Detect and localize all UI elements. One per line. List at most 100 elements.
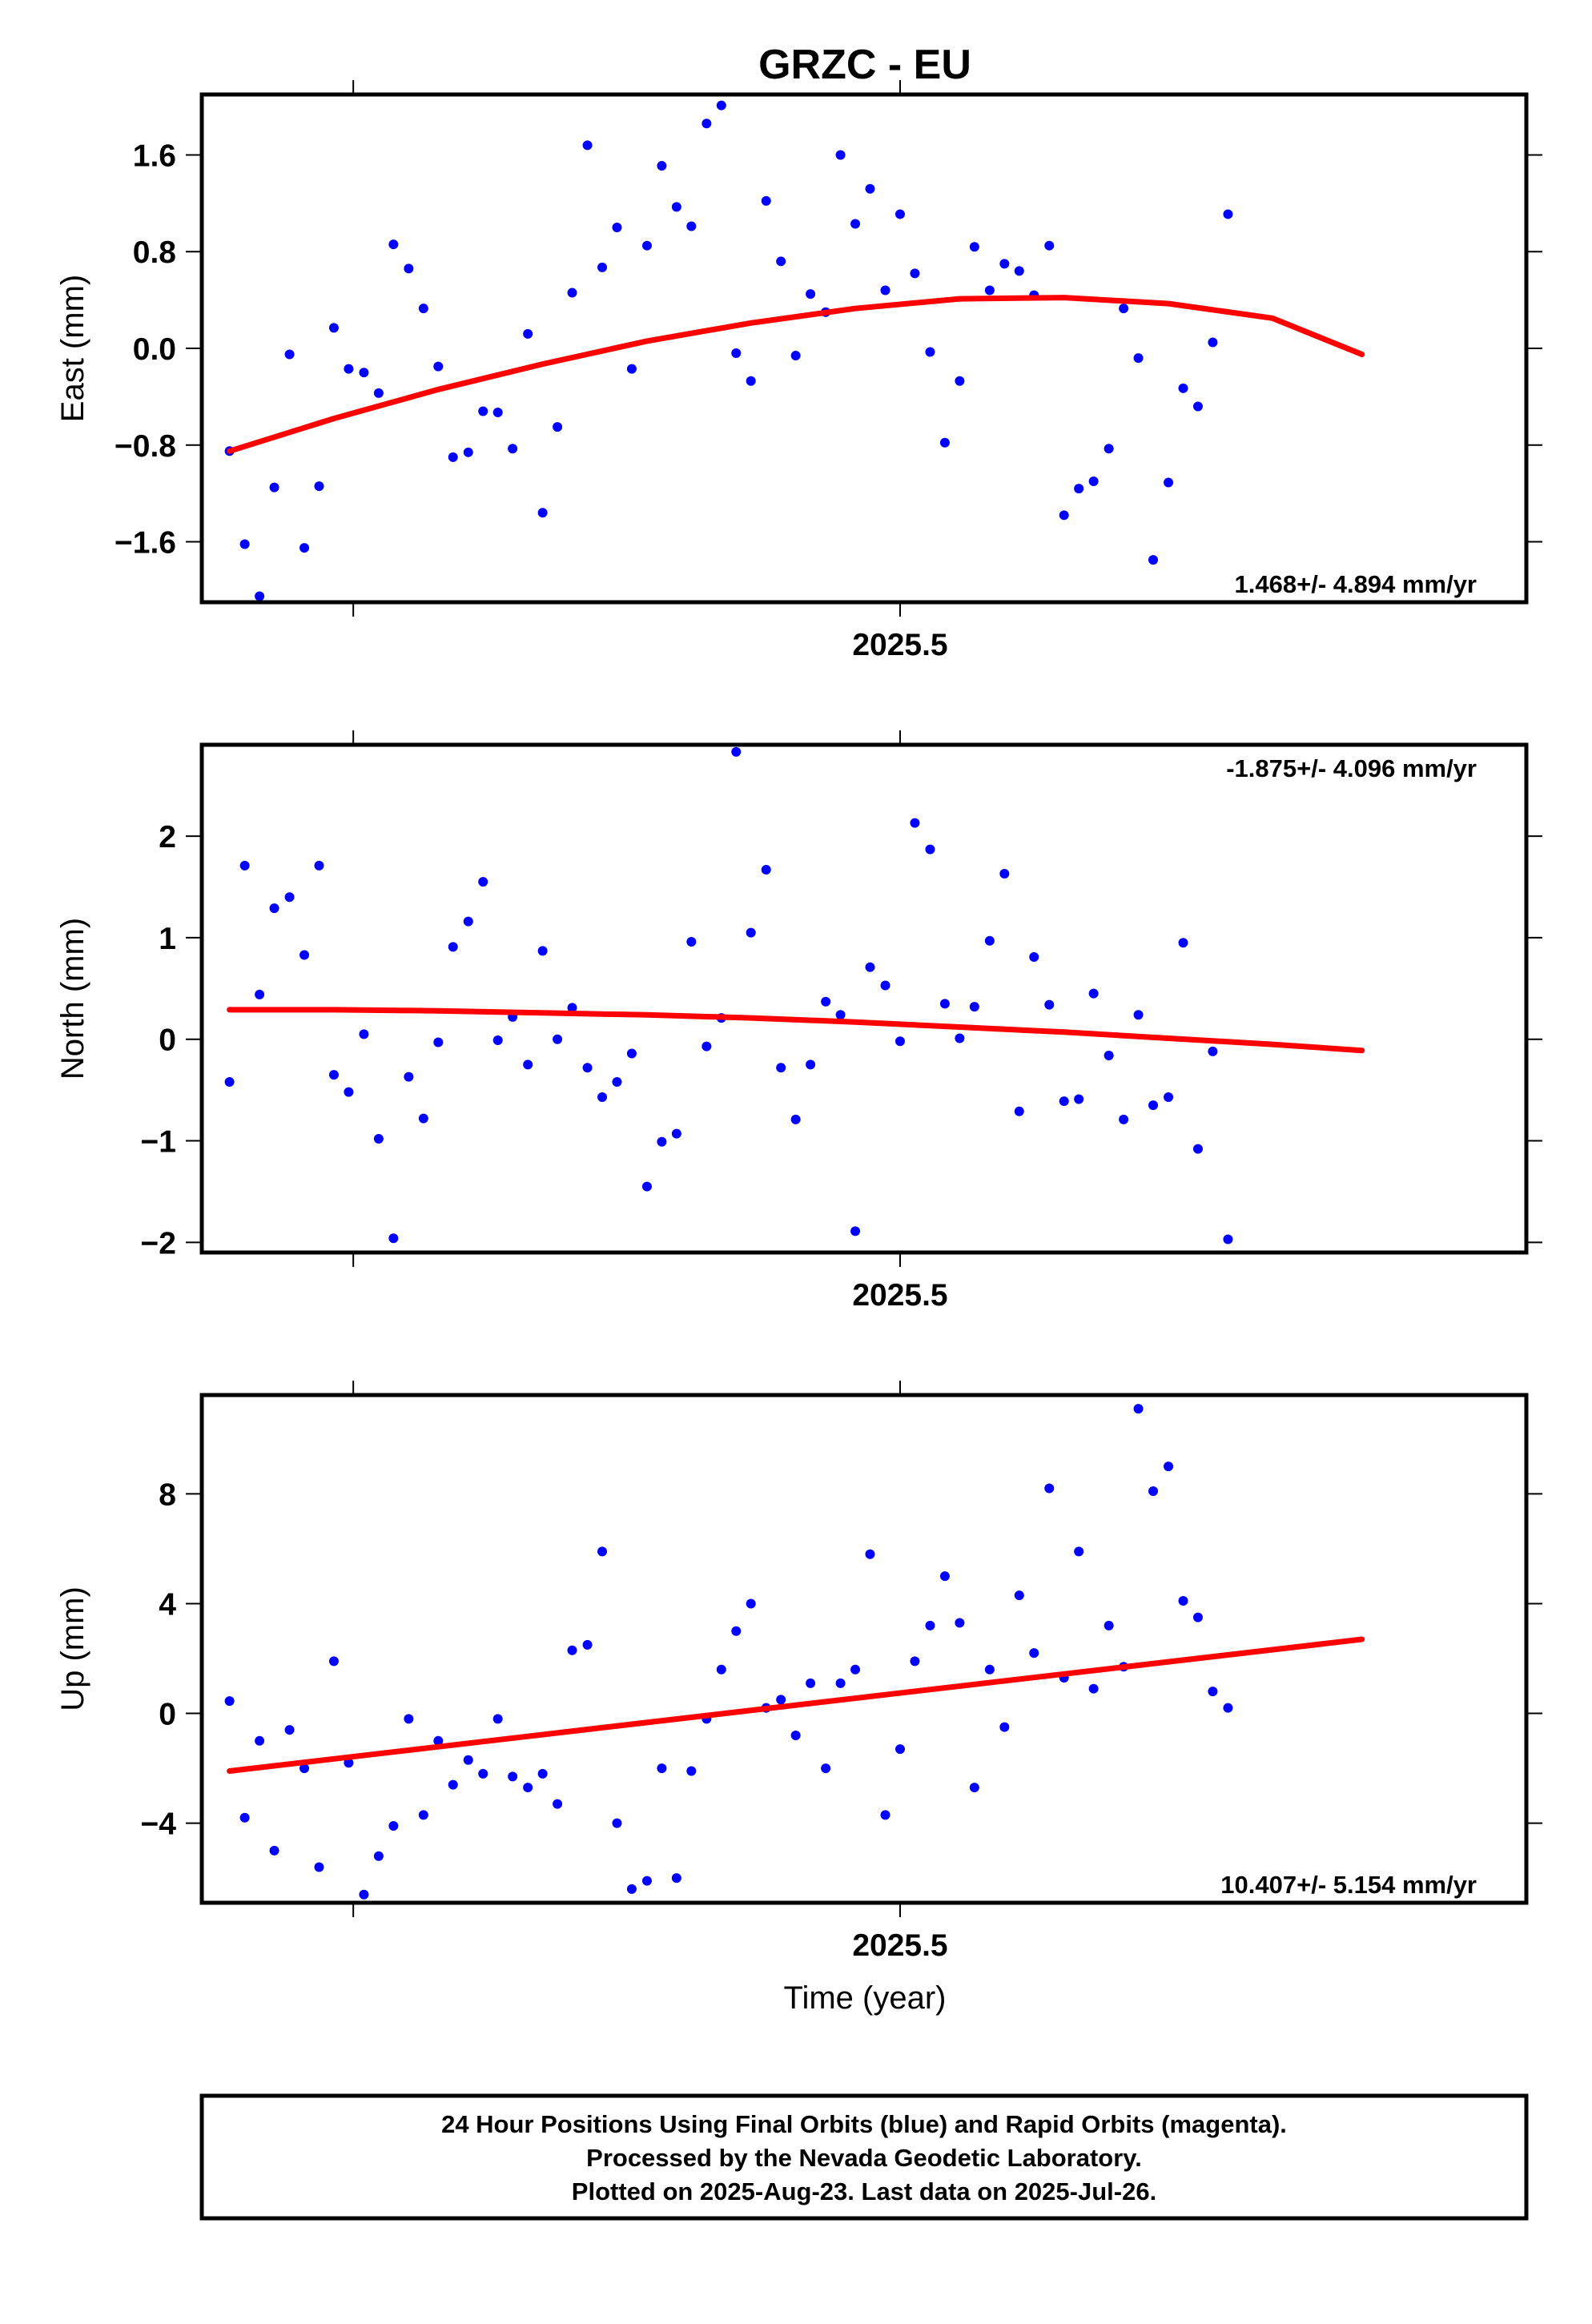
up-data-point [269, 1845, 279, 1856]
north-data-point [999, 869, 1010, 879]
up-data-point [1192, 1612, 1203, 1622]
north-plot-frame [199, 742, 1529, 1255]
up-data-point [1208, 1687, 1218, 1697]
north-data-point [328, 1070, 339, 1080]
up-data-point [850, 1664, 861, 1675]
up-data-point [880, 1810, 890, 1820]
up-data-point [433, 1735, 444, 1746]
north-data-point [761, 864, 771, 875]
north-y-axis-label: North (mm) [55, 918, 90, 1080]
north-data-point [939, 999, 950, 1009]
east-data-point [300, 543, 310, 553]
east-data-point [1059, 510, 1069, 521]
up-data-point [626, 1884, 637, 1894]
east-data-point [865, 183, 875, 194]
north-data-point [671, 1128, 681, 1139]
north-data-point [880, 980, 890, 991]
east-data-point [269, 482, 279, 493]
footer-line-2: Processed by the Nevada Geodetic Laborat… [586, 2144, 1142, 2172]
east-data-point [373, 388, 384, 398]
up-data-point [865, 1549, 875, 1559]
up-data-point [404, 1714, 414, 1724]
up-y-axis-label: Up (mm) [55, 1586, 90, 1711]
up-data-point [255, 1735, 265, 1746]
north-data-point [300, 950, 310, 960]
east-data-point [939, 437, 950, 448]
footer-box: 24 Hour Positions Using Final Orbits (bl… [199, 2093, 1529, 2221]
east-data-point [999, 259, 1010, 269]
north-data-point [746, 927, 756, 938]
up-data-point [1148, 1486, 1159, 1496]
east-data-point [686, 221, 697, 231]
north-data-point [388, 1233, 399, 1244]
north-data-point [1223, 1234, 1233, 1244]
up-data-point [671, 1873, 681, 1884]
east-y-tick-label: −1.6 [115, 526, 176, 561]
up-data-point [314, 1862, 324, 1872]
east-data-point [880, 285, 890, 296]
east-data-point [553, 422, 563, 432]
north-data-point [776, 1063, 786, 1073]
east-data-point [702, 119, 712, 129]
up-data-point [478, 1768, 488, 1779]
east-y-axis-label: East (mm) [55, 275, 90, 422]
north-data-point [269, 903, 279, 914]
up-rate-label: 10.407+/- 5.154 mm/yr [1220, 1871, 1477, 1899]
up-data-point [492, 1714, 503, 1724]
up-data-point [969, 1783, 979, 1793]
north-y-tick-label: 2 [159, 820, 176, 854]
north-data-point [284, 892, 295, 903]
north-data-point [567, 1003, 577, 1013]
east-data-point [1133, 353, 1144, 364]
east-data-point [433, 361, 444, 372]
up-x-tick-label: 2025.5 [852, 1928, 947, 1963]
north-data-point [850, 1226, 861, 1236]
north-data-point [418, 1113, 428, 1124]
north-data-point [1014, 1106, 1024, 1116]
east-data-point [894, 209, 905, 219]
up-data-point [239, 1812, 250, 1823]
north-data-point [641, 1181, 652, 1192]
up-data-point [344, 1758, 354, 1768]
north-data-point [582, 1063, 593, 1073]
north-data-point [1029, 952, 1039, 963]
east-data-point [508, 444, 518, 454]
north-data-point [1164, 1092, 1174, 1102]
east-data-point [239, 539, 250, 549]
up-data-point [939, 1571, 950, 1582]
north-data-point [1044, 999, 1055, 1010]
east-y-tick-label: 1.6 [133, 139, 176, 173]
north-data-point [702, 1041, 712, 1051]
up-data-point [567, 1645, 577, 1655]
up-panel: −4 0 4 8 2025.5 Up (mm) 10.407+/- 5.154 mm/yr [55, 1381, 1542, 1963]
east-x-tick-label: 2025.5 [852, 628, 947, 662]
up-data-point [1223, 1703, 1233, 1713]
north-data-point [1178, 938, 1188, 948]
up-data-point [612, 1818, 622, 1828]
east-data-point [835, 150, 846, 160]
x-axis-label: Time (year) [784, 1980, 947, 2016]
east-rate-label: 1.468+/- 4.894 mm/yr [1235, 570, 1477, 598]
north-data-point [523, 1059, 533, 1070]
north-panel: −2 −1 0 1 2 2025.5 North (mm) -1.875+/- 4.096 m… [55, 730, 1542, 1313]
north-y-tick-label: 0 [159, 1023, 176, 1058]
east-data-point [1223, 209, 1233, 219]
east-data-point [626, 364, 637, 374]
east-data-point [1164, 477, 1174, 488]
up-data-point [821, 1763, 831, 1774]
north-data-point [731, 746, 742, 757]
up-data-point [731, 1626, 742, 1636]
east-data-point [1104, 444, 1114, 454]
up-data-point [746, 1598, 756, 1609]
north-data-point [478, 877, 488, 887]
chart-title: GRZC - EU [758, 42, 971, 88]
north-data-point [537, 946, 548, 956]
up-data-point [1014, 1590, 1024, 1601]
up-data-point [1164, 1462, 1174, 1472]
north-data-point [806, 1059, 816, 1070]
up-data-point [373, 1851, 384, 1861]
up-data-point [686, 1766, 697, 1776]
north-data-point [612, 1076, 622, 1087]
up-data-point [388, 1821, 399, 1831]
